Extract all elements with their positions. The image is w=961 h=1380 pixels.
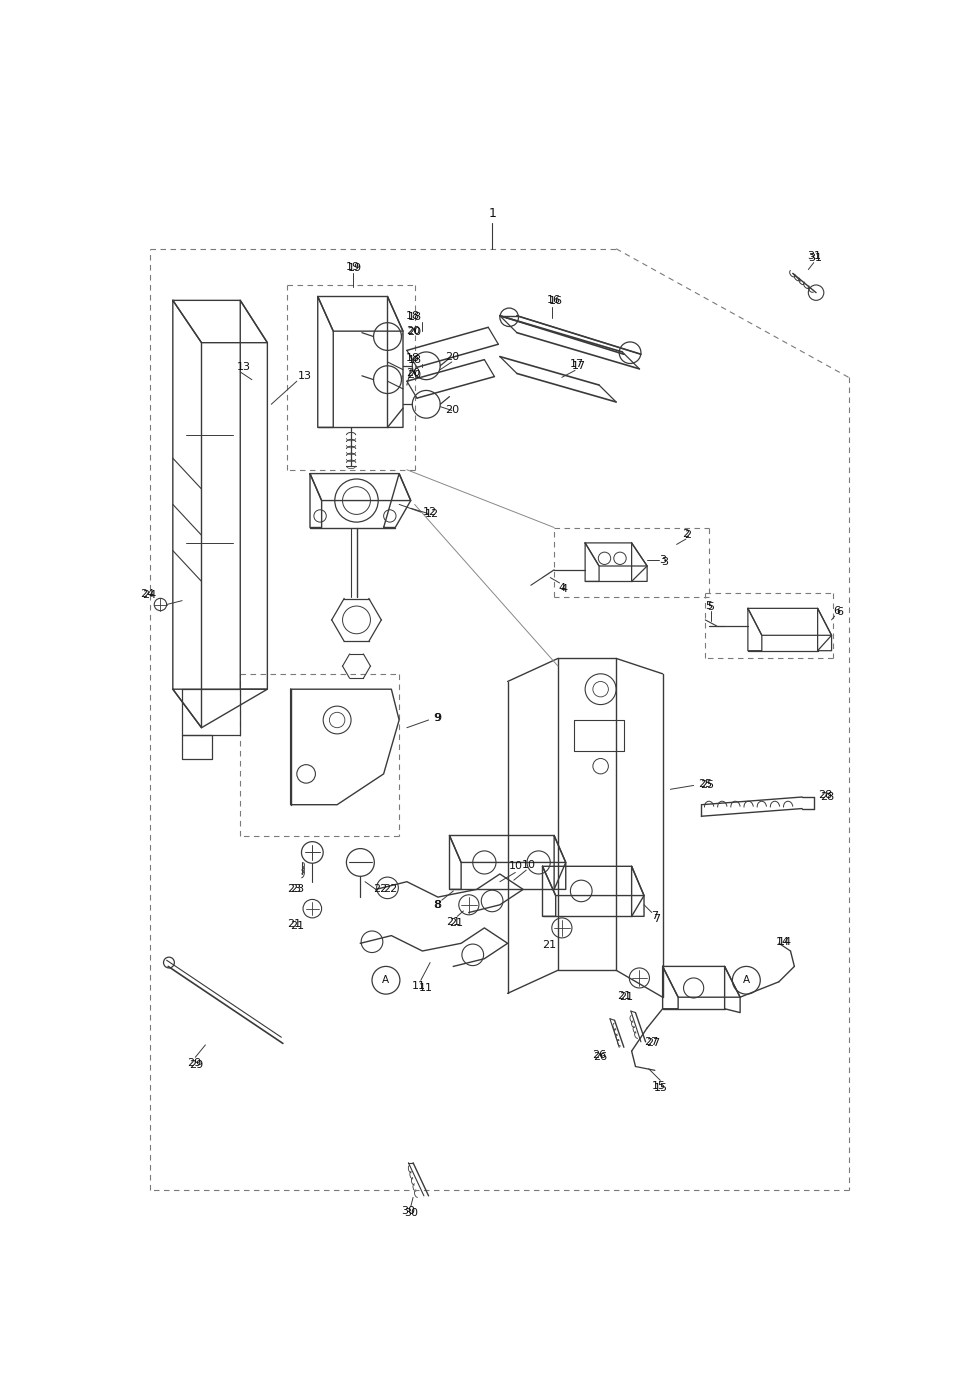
Text: 15: 15 [654,1083,668,1093]
Text: 12: 12 [425,509,439,519]
Text: 4: 4 [558,582,565,592]
Text: 23: 23 [287,885,302,894]
Text: A: A [382,976,389,985]
Text: 29: 29 [189,1060,203,1070]
Text: 7: 7 [652,911,658,922]
Text: 2: 2 [684,530,691,540]
Text: 30: 30 [404,1208,418,1217]
Text: 10: 10 [508,861,523,871]
Text: 9: 9 [432,712,440,723]
Text: 19: 19 [348,264,362,273]
Text: 26: 26 [592,1050,606,1060]
Text: A: A [743,976,750,985]
Text: 12: 12 [423,506,437,518]
Text: 8: 8 [434,900,441,909]
Text: 21: 21 [449,918,463,929]
Text: 27: 27 [646,1038,660,1049]
Text: 17: 17 [572,360,586,371]
Text: 10: 10 [523,860,536,869]
Text: 15: 15 [652,1081,666,1090]
Text: 20: 20 [406,368,420,378]
Text: 16: 16 [547,295,561,305]
Text: 21: 21 [446,916,460,927]
Text: 14: 14 [776,937,790,947]
Text: 22: 22 [373,885,387,894]
Text: 2: 2 [682,529,689,538]
Text: 21: 21 [287,919,302,929]
Text: 26: 26 [594,1053,607,1063]
Text: 20: 20 [445,352,459,362]
Text: 27: 27 [644,1036,658,1047]
Text: 9: 9 [434,713,441,723]
Text: 20: 20 [407,370,422,380]
Text: 11: 11 [419,983,433,994]
Text: 19: 19 [346,262,359,272]
Text: 4: 4 [560,584,568,595]
Text: 20: 20 [445,406,459,415]
Text: 21: 21 [542,940,555,949]
Text: 21: 21 [290,920,304,930]
Text: 13: 13 [237,363,251,373]
Text: 18: 18 [406,310,420,320]
Text: 6: 6 [833,606,841,615]
Text: 13: 13 [298,371,311,381]
Text: 11: 11 [411,981,426,991]
Text: 18: 18 [407,312,422,322]
Text: 21: 21 [617,991,631,1000]
Text: 30: 30 [402,1206,415,1216]
Text: 16: 16 [549,297,563,306]
Text: 6: 6 [836,607,843,617]
Text: 3: 3 [661,558,669,567]
Text: 20: 20 [406,326,420,337]
Text: 21: 21 [619,992,633,1002]
Text: 31: 31 [808,253,823,264]
Text: 8: 8 [432,900,440,909]
Text: 20: 20 [407,327,422,337]
Text: 25: 25 [699,778,712,789]
Text: 24: 24 [142,591,157,600]
Text: 28: 28 [818,791,832,800]
Text: 18: 18 [406,353,420,363]
Text: 18: 18 [407,355,422,364]
Text: 1: 1 [488,207,496,219]
Text: 25: 25 [701,781,715,791]
Text: 7: 7 [653,914,660,923]
Text: 28: 28 [820,792,834,802]
Text: 14: 14 [778,937,792,947]
Text: 23: 23 [290,885,304,894]
Text: 3: 3 [659,555,666,564]
Text: 29: 29 [186,1057,201,1068]
Text: 5: 5 [705,602,713,611]
Text: 5: 5 [707,602,714,611]
Text: 22: 22 [382,885,397,894]
Text: 17: 17 [570,359,584,370]
Text: 24: 24 [140,589,155,599]
Text: 31: 31 [806,251,821,261]
